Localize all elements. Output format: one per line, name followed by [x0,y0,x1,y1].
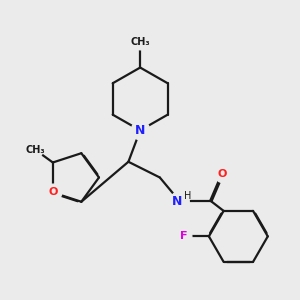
Text: O: O [218,169,227,178]
Text: CH₃: CH₃ [26,145,45,155]
Text: N: N [172,194,182,208]
Text: F: F [180,231,187,242]
Text: H: H [184,191,192,201]
Text: N: N [135,124,146,137]
Text: O: O [48,188,58,197]
Text: CH₃: CH₃ [130,37,150,47]
